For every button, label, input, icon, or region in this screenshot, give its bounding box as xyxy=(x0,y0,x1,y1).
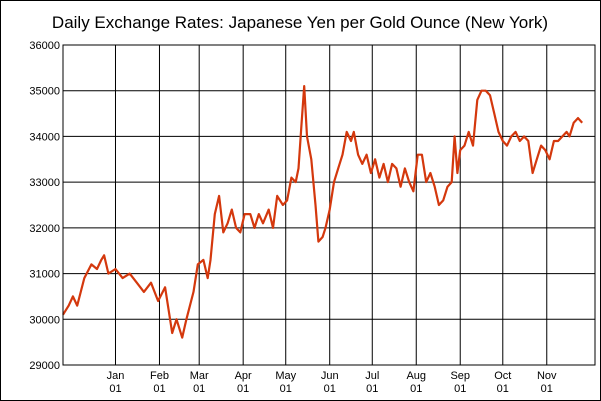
x-tick-label: Aug 01 xyxy=(406,370,426,395)
x-tick-label: Nov 01 xyxy=(537,370,557,395)
y-tick-label: 32000 xyxy=(29,223,60,235)
y-tick-label: 35000 xyxy=(29,86,60,98)
x-tick-label: May 01 xyxy=(275,370,296,395)
x-tick-label: Sep 01 xyxy=(450,370,470,395)
x-tick-label: Apr 01 xyxy=(235,370,252,395)
y-tick-label: 30000 xyxy=(29,314,60,326)
y-tick-label: 34000 xyxy=(29,131,60,143)
x-tick-label: Jan 01 xyxy=(107,370,125,395)
chart-title: Daily Exchange Rates: Japanese Yen per G… xyxy=(52,13,548,32)
y-tick-label: 36000 xyxy=(29,40,60,52)
data-line xyxy=(62,85,584,339)
x-tick-label: Jun 01 xyxy=(321,370,339,395)
x-tick-label: Jul 01 xyxy=(365,370,379,395)
plot-area xyxy=(62,44,596,366)
x-tick-label: Mar 01 xyxy=(190,370,209,395)
y-tick-label: 29000 xyxy=(29,360,60,372)
x-tick-label: Oct 01 xyxy=(494,370,511,395)
y-tick-label: 33000 xyxy=(29,177,60,189)
y-tick-label: 31000 xyxy=(29,269,60,281)
plot-border xyxy=(62,44,596,366)
x-tick-label: Feb 01 xyxy=(150,370,169,395)
